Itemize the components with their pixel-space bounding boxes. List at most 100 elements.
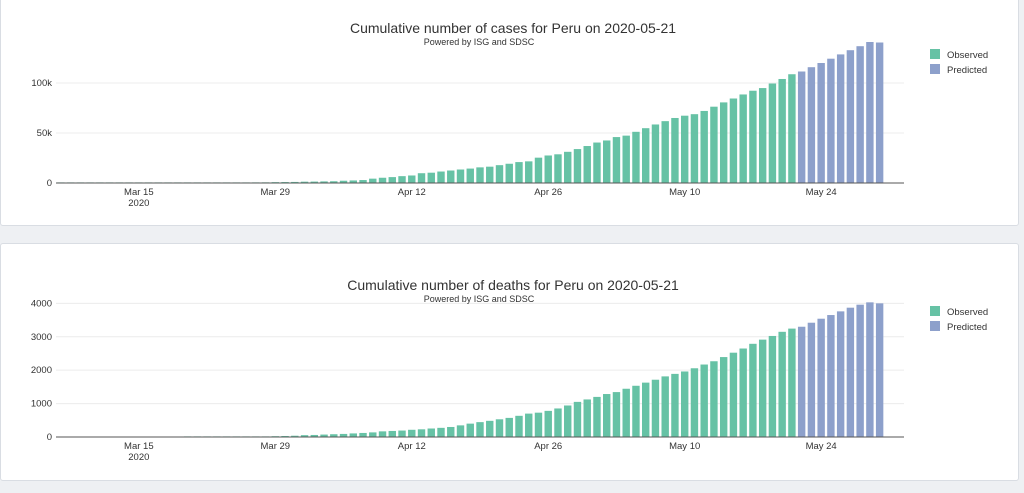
bar-observed[interactable] [349,180,357,183]
bar-observed[interactable] [349,433,357,437]
bar-observed[interactable] [330,181,338,183]
bar-predicted[interactable] [875,303,884,437]
bar-observed[interactable] [300,181,309,183]
bar-observed[interactable] [680,371,689,437]
bar-observed[interactable] [359,432,367,437]
bar-observed[interactable] [388,430,396,437]
legend-label-observed[interactable]: Observed [947,307,988,318]
bar-observed[interactable] [583,146,591,183]
bar-observed[interactable] [466,423,474,437]
bar-observed[interactable] [554,154,562,183]
bar-observed[interactable] [739,94,747,183]
bar-predicted[interactable] [866,302,874,437]
bar-observed[interactable] [583,399,591,437]
bar-observed[interactable] [476,422,484,437]
legend-label-observed[interactable]: Observed [947,50,988,61]
bar-predicted[interactable] [856,304,864,437]
bar-observed[interactable] [330,434,338,437]
bar-observed[interactable] [564,405,572,437]
bar-observed[interactable] [486,420,494,437]
bar-observed[interactable] [339,180,348,183]
bar-observed[interactable] [456,425,465,437]
bar-observed[interactable] [729,352,738,437]
bar-observed[interactable] [622,388,630,437]
bar-observed[interactable] [369,432,377,437]
bar-observed[interactable] [690,368,699,437]
bar-observed[interactable] [710,106,718,183]
bar-observed[interactable] [641,128,650,183]
bar-observed[interactable] [466,168,474,183]
bar-observed[interactable] [505,163,513,183]
bar-observed[interactable] [573,401,582,437]
bar-observed[interactable] [719,102,728,183]
bar-observed[interactable] [768,335,777,437]
bar-observed[interactable] [788,328,796,437]
bar-observed[interactable] [749,343,757,437]
bar-observed[interactable] [788,74,796,183]
bar-predicted[interactable] [807,67,816,183]
bar-predicted[interactable] [846,50,855,184]
bar-observed[interactable] [534,157,543,183]
bar-observed[interactable] [447,426,455,437]
bar-observed[interactable] [515,162,523,183]
bar-observed[interactable] [603,140,611,183]
bar-observed[interactable] [632,385,640,437]
bar-predicted[interactable] [827,58,835,184]
bar-observed[interactable] [700,364,708,437]
bar-observed[interactable] [456,169,465,183]
bar-observed[interactable] [339,433,348,437]
bar-observed[interactable] [651,124,660,183]
bar-observed[interactable] [320,181,328,183]
bar-predicted[interactable] [856,46,864,184]
bar-observed[interactable] [729,98,738,183]
bar-observed[interactable] [612,392,621,437]
bar-observed[interactable] [300,435,309,437]
bar-observed[interactable] [680,115,689,183]
bar-observed[interactable] [700,110,708,183]
bar-observed[interactable] [437,427,445,437]
bar-observed[interactable] [661,121,669,183]
bar-observed[interactable] [486,166,494,183]
bar-observed[interactable] [544,410,552,437]
legend-swatch-predicted[interactable] [930,321,940,331]
bar-observed[interactable] [710,361,718,437]
bar-observed[interactable] [690,114,699,183]
bar-observed[interactable] [632,131,640,183]
bar-predicted[interactable] [807,322,816,437]
bar-predicted[interactable] [817,318,825,437]
bar-observed[interactable] [320,434,328,437]
bar-observed[interactable] [671,373,679,437]
bar-observed[interactable] [515,415,523,437]
bar-observed[interactable] [476,167,484,183]
bar-observed[interactable] [310,434,319,437]
bar-observed[interactable] [544,155,552,183]
bar-observed[interactable] [281,435,289,437]
bar-observed[interactable] [719,357,728,437]
bar-predicted[interactable] [797,326,806,437]
legend-swatch-observed[interactable] [930,306,940,316]
legend-label-predicted[interactable]: Predicted [947,65,987,76]
bar-predicted[interactable] [797,71,806,184]
bar-observed[interactable] [564,151,572,183]
bar-observed[interactable] [495,165,504,183]
bar-observed[interactable] [778,78,786,183]
bar-observed[interactable] [398,430,406,437]
bar-observed[interactable] [310,181,319,183]
bar-observed[interactable] [651,379,660,437]
bar-predicted[interactable] [836,311,845,437]
bar-observed[interactable] [603,394,611,437]
bar-observed[interactable] [437,171,445,183]
bar-observed[interactable] [408,429,416,437]
bar-observed[interactable] [398,176,406,183]
bar-observed[interactable] [768,83,777,183]
bar-predicted[interactable] [875,42,884,184]
bar-observed[interactable] [505,417,513,437]
bar-observed[interactable] [408,175,416,183]
bar-observed[interactable] [525,413,533,437]
bar-predicted[interactable] [846,307,855,437]
bar-observed[interactable] [291,435,299,437]
bar-predicted[interactable] [866,42,874,183]
bar-observed[interactable] [749,90,757,183]
bar-observed[interactable] [622,135,630,183]
bar-predicted[interactable] [827,315,835,437]
